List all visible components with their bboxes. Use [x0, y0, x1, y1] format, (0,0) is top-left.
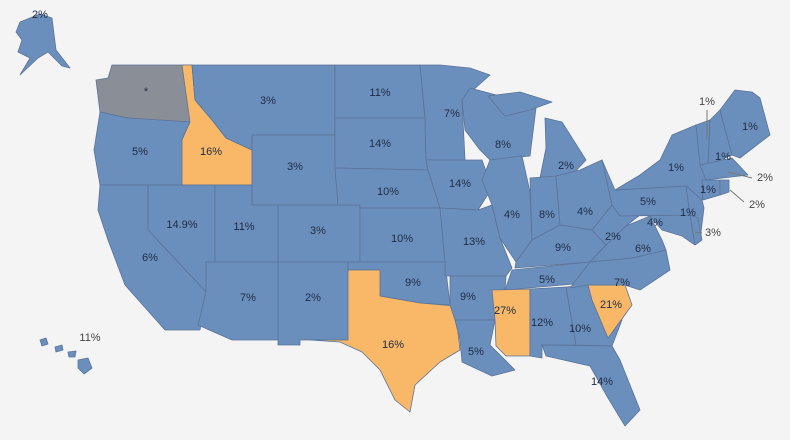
state-label-al: 12%: [531, 317, 553, 329]
state-ak[interactable]: [15, 13, 71, 76]
state-label-mt: 3%: [260, 95, 276, 107]
state-label-ia: 14%: [449, 178, 471, 190]
state-label-or: 5%: [132, 146, 148, 158]
state-label-hi: 11%: [79, 332, 100, 344]
callout-line-ri: [729, 189, 745, 203]
state-label-ma: 2%: [757, 172, 773, 184]
state-label-wy: 3%: [287, 161, 303, 173]
state-hi[interactable]: [39, 337, 49, 347]
state-ri[interactable]: [719, 179, 730, 196]
state-label-sc: 21%: [600, 299, 622, 311]
state-label-ar: 9%: [460, 291, 476, 303]
state-label-tn: 5%: [539, 274, 555, 286]
state-label-sd: 14%: [369, 138, 391, 150]
state-tx[interactable]: [309, 269, 461, 413]
state-fl[interactable]: [541, 344, 641, 427]
state-label-de: 3%: [705, 227, 721, 239]
state-label-ky: 9%: [555, 242, 571, 254]
state-mo[interactable]: [439, 204, 513, 277]
state-label-la: 5%: [468, 346, 484, 358]
state-label-ny: 1%: [668, 162, 684, 174]
state-label-oh: 4%: [577, 206, 593, 218]
state-label-fl: 14%: [591, 376, 613, 388]
state-label-ri: 2%: [749, 199, 765, 211]
state-label-ga: 10%: [569, 323, 591, 335]
state-ca[interactable]: [97, 184, 207, 331]
state-label-pa: 5%: [640, 196, 656, 208]
state-label-va: 6%: [635, 243, 651, 255]
state-label-nv: 14.9%: [166, 219, 197, 231]
state-mi[interactable]: [487, 91, 553, 117]
state-de[interactable]: [689, 214, 703, 246]
state-label-mo: 13%: [463, 236, 485, 248]
state-label-in: 8%: [539, 209, 555, 221]
state-label-wa: *: [144, 86, 149, 98]
state-label-ut: 11%: [233, 221, 254, 233]
state-label-ak: 2%: [32, 9, 48, 21]
state-la[interactable]: [454, 319, 516, 377]
state-label-tx: 16%: [382, 339, 404, 351]
state-hi[interactable]: [67, 350, 77, 358]
state-label-ms: 27%: [494, 305, 516, 317]
state-label-nh: 1%: [715, 151, 731, 163]
state-label-me: 1%: [742, 121, 758, 133]
state-ms[interactable]: [491, 288, 531, 357]
state-label-ne: 10%: [377, 186, 399, 198]
state-az[interactable]: [197, 261, 279, 341]
state-label-ct: 1%: [700, 184, 716, 196]
state-label-ca: 6%: [142, 252, 158, 264]
state-label-co: 3%: [310, 225, 326, 237]
state-label-nm: 2%: [305, 292, 321, 304]
state-label-vt: 1%: [699, 96, 715, 108]
state-label-nc: 7%: [614, 277, 630, 289]
state-label-mi: 2%: [558, 160, 574, 172]
state-hi[interactable]: [77, 357, 93, 375]
state-label-ks: 10%: [391, 233, 413, 245]
state-label-wi: 8%: [495, 139, 511, 151]
state-label-wv: 2%: [605, 231, 621, 243]
state-me[interactable]: [719, 89, 771, 159]
state-label-nd: 11%: [369, 87, 390, 99]
state-label-il: 4%: [504, 209, 520, 221]
state-label-mn: 7%: [444, 108, 460, 120]
state-va[interactable]: [589, 215, 667, 263]
callout-line-de: [694, 231, 703, 234]
state-hi[interactable]: [54, 344, 64, 353]
state-label-ok: 9%: [405, 277, 421, 289]
state-label-nj: 1%: [680, 207, 696, 219]
state-label-az: 7%: [240, 292, 256, 304]
state-label-id: 16%: [200, 146, 222, 158]
state-label-md: 4%: [647, 217, 663, 229]
callout-line-ma: [727, 171, 753, 179]
